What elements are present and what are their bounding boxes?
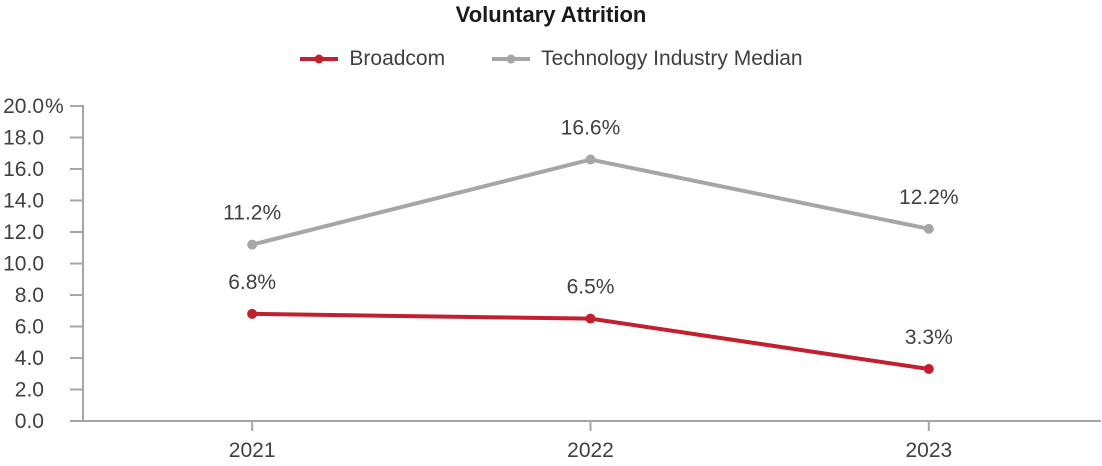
chart-title: Voluntary Attrition	[455, 2, 647, 27]
y-tick-label-percent: %	[45, 95, 64, 118]
y-tick-label: 2.0	[15, 379, 44, 402]
data-label-technology-industry-median-2022: 16.6%	[561, 117, 621, 140]
legend-label-broadcom: Broadcom	[349, 47, 446, 70]
y-tick-label: 6.0	[15, 316, 44, 339]
data-point-broadcom-2023	[923, 364, 934, 375]
y-tick-label: 10.0	[3, 253, 44, 276]
y-tick-label: 20.0	[3, 95, 44, 118]
data-label-technology-industry-median-2021: 11.2%	[223, 202, 281, 225]
x-tick-label-2023: 2023	[905, 439, 952, 462]
legend-item-technology-industry-median: Technology Industry Median	[491, 47, 803, 71]
y-tick-label: 4.0	[15, 347, 44, 370]
data-point-technology-industry-median-2023	[923, 223, 934, 234]
data-point-broadcom-2022	[585, 313, 596, 324]
y-tick-label: 8.0	[15, 284, 44, 307]
y-tick-label: 16.0	[3, 158, 44, 181]
data-label-technology-industry-median-2023: 12.2%	[899, 186, 959, 209]
legend: Broadcom Technology Industry Median	[0, 45, 1102, 73]
y-tick-label: 14.0	[3, 190, 44, 213]
data-point-broadcom-2021	[247, 308, 258, 319]
x-tick-label-2021: 2021	[229, 439, 276, 462]
data-label-broadcom-2021: 6.8%	[228, 271, 276, 294]
series-line-technology-industry-median	[250, 157, 931, 247]
data-label-broadcom-2023: 3.3%	[905, 326, 953, 349]
legend-marker-broadcom-icon	[300, 54, 339, 64]
y-tick-label: 12.0	[3, 221, 44, 244]
legend-item-broadcom: Broadcom	[299, 47, 445, 71]
data-point-technology-industry-median-2022	[585, 154, 596, 165]
y-tick-label: 0.0	[15, 410, 44, 433]
legend-label-technology-industry-median: Technology Industry Median	[541, 47, 803, 70]
x-tick-label-2022: 2022	[567, 439, 614, 462]
legend-marker-technology-industry-median-icon	[492, 54, 531, 64]
data-label-broadcom-2022: 6.5%	[567, 276, 615, 299]
y-tick-label: 18.0	[3, 127, 44, 150]
data-point-technology-industry-median-2021	[247, 239, 258, 250]
